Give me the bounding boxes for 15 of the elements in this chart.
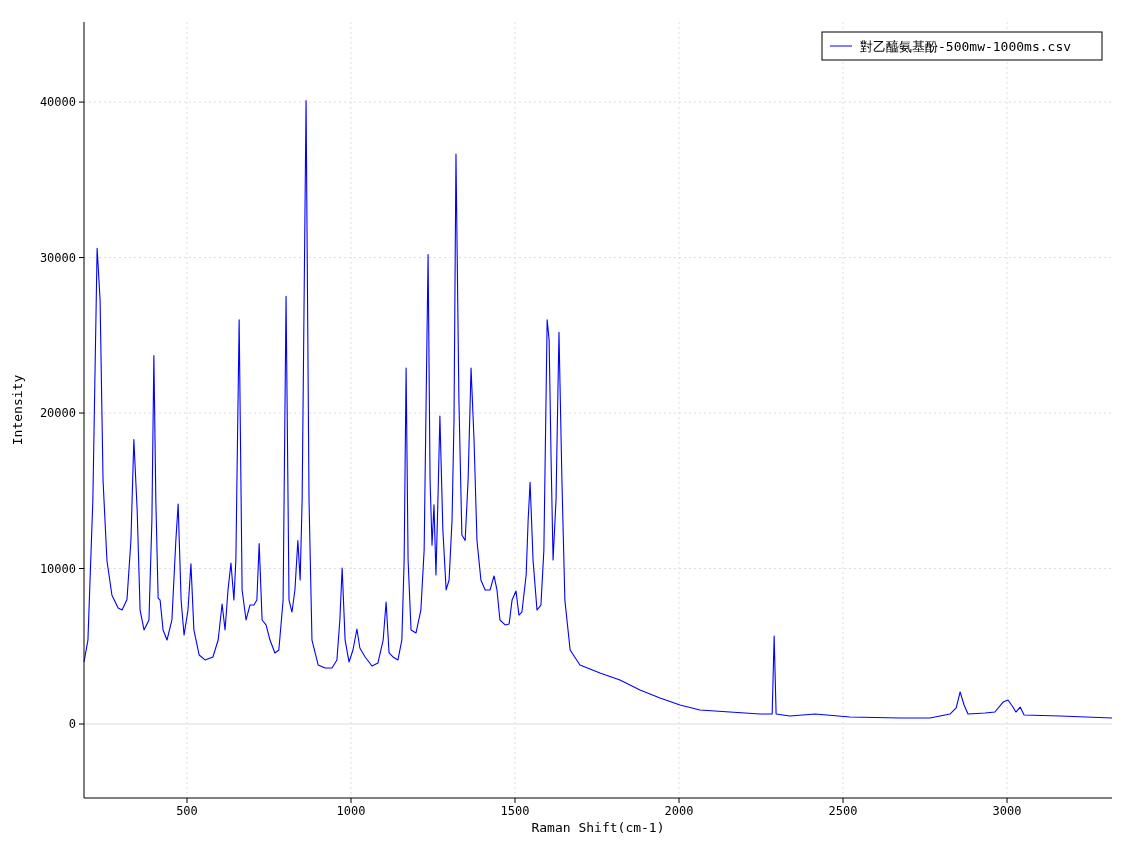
x-axis-title: Raman Shift(cm-1)	[531, 820, 665, 835]
x-tick-label: 1500	[500, 804, 530, 818]
x-tick-label: 2000	[664, 804, 694, 818]
y-tick-label: 20000	[39, 406, 76, 421]
y-axis-title: Intensity	[10, 374, 25, 446]
y-tick-label: 40000	[39, 95, 76, 110]
x-tick-label: 3000	[992, 804, 1022, 818]
x-tick-label: 2500	[828, 804, 858, 818]
x-tick-label: 1000	[336, 804, 366, 818]
y-tick-label: 30000	[39, 250, 76, 265]
y-tick-label: 0	[68, 717, 76, 732]
legend-label: 對乙醯氨基酚-500mw-1000ms.csv	[860, 38, 1072, 54]
line-series	[83, 99, 1113, 719]
y-tick-label: 10000	[39, 561, 76, 576]
x-tick-label: 500	[176, 804, 198, 818]
